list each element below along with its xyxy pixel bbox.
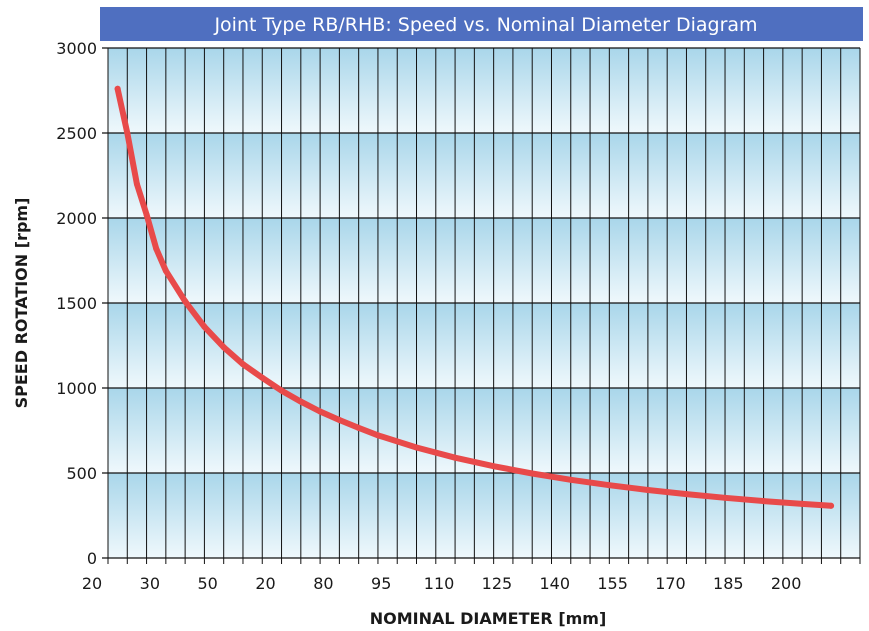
y-tick-label: 1000 <box>56 379 97 398</box>
chart-title: Joint Type RB/RHB: Speed vs. Nominal Dia… <box>213 14 757 36</box>
background-band <box>108 473 860 558</box>
speed-curve-point <box>529 470 536 477</box>
x-tick-label: 140 <box>539 574 570 593</box>
y-tick-label: 2000 <box>56 209 97 228</box>
x-tick-label: 200 <box>771 574 802 593</box>
speed-curve-point <box>644 487 651 493</box>
speed-curve-point <box>355 424 362 431</box>
background-band <box>108 388 860 473</box>
speed-curve-point <box>182 298 189 305</box>
speed-curve-point <box>799 500 806 507</box>
x-tick-label: 20 <box>255 574 275 593</box>
x-axis-ticks: 20 30 50 20 80 95 110 125 140 155 170 185 200 <box>82 558 861 593</box>
speed-curve-point <box>124 130 131 136</box>
background-band <box>108 218 860 303</box>
speed-curve-point <box>567 476 574 483</box>
x-tick-label: 170 <box>655 574 686 593</box>
speed-curve-point <box>413 444 420 451</box>
speed-curve-point <box>297 398 304 405</box>
x-axis-title: NOMINAL DIAMETER [mm] <box>370 609 607 628</box>
background-band <box>108 48 860 133</box>
speed-curve-point <box>374 432 381 439</box>
grid-lines <box>102 47 861 559</box>
speed-curve-point <box>722 494 729 501</box>
y-tick-label: 500 <box>66 464 97 483</box>
speed-curve-point <box>317 408 324 415</box>
speed-curve-point <box>143 211 150 218</box>
speed-curve-point <box>133 181 140 187</box>
speed-curve-point <box>490 463 497 470</box>
speed-curve-point <box>336 416 343 423</box>
speed-curve-point <box>162 267 169 274</box>
speed-curve-point <box>220 344 227 351</box>
speed-curve-point <box>259 374 266 381</box>
speed-curve-point <box>153 245 160 252</box>
speed-curve-point <box>114 85 121 92</box>
x-tick-label: 80 <box>313 574 333 593</box>
plot-background <box>108 48 860 558</box>
background-band <box>108 133 860 218</box>
speed-curve-point <box>452 454 459 461</box>
speed-curve-point <box>760 498 767 505</box>
x-tick-label: 155 <box>597 574 628 593</box>
x-tick-label: 50 <box>198 574 218 593</box>
x-tick-label: 185 <box>713 574 744 593</box>
y-tick-label: 0 <box>87 549 97 568</box>
x-tick-label: 95 <box>371 574 391 593</box>
speed-curve-point <box>278 387 285 394</box>
x-tick-label: 30 <box>140 574 160 593</box>
series-layer <box>114 85 835 509</box>
y-axis-ticks: 0 500 1000 1500 2000 2500 3000 <box>56 39 97 568</box>
x-tick-label: 20 <box>82 574 102 593</box>
y-tick-label: 2500 <box>56 124 97 143</box>
speed-curve-point <box>239 361 246 368</box>
y-tick-label: 1500 <box>56 294 97 313</box>
y-tick-label: 3000 <box>56 39 97 58</box>
y-axis-title: SPEED ROTATION [rpm] <box>12 198 31 409</box>
speed-curve-point <box>683 491 690 498</box>
speed-curve-point <box>828 502 835 509</box>
background-band <box>108 303 860 388</box>
chart-title-bar <box>100 7 863 41</box>
speed-curve-point <box>201 323 208 330</box>
x-tick-label: 125 <box>482 574 513 593</box>
x-tick-label: 110 <box>424 574 455 593</box>
speed-curve-point <box>606 482 613 489</box>
